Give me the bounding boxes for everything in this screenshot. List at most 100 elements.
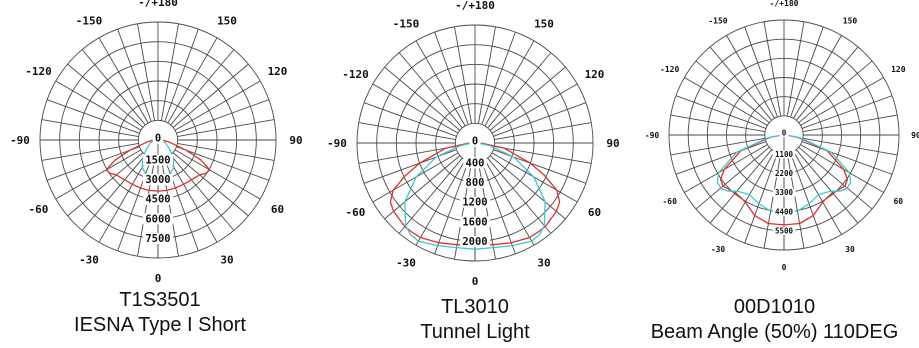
grid-spoke	[176, 99, 270, 134]
grid-spoke	[98, 156, 149, 243]
radial-label-backing	[142, 213, 174, 225]
chart-1-radial-label: 7500	[145, 233, 170, 245]
chart-2-radial-label: 400	[466, 157, 485, 169]
polar-chart-2-plot: -/+180 150 120 90 60 30 0 -30 -60 -90 -120 -150 0 400…	[327, 0, 620, 288]
grid-spoke	[493, 102, 587, 137]
polar-chart-1-plot: -/+180 150 120 90 60 30 0 -30 -60 -90 -120 -150 0 150…	[10, 0, 303, 285]
grid-spoke	[484, 40, 535, 127]
grid-spoke	[802, 114, 898, 133]
grid-spoke	[372, 83, 459, 134]
radial-label-backing	[142, 193, 174, 205]
chart-3-angle-label: -30	[711, 245, 726, 254]
chart-3-radial-label: 1100	[775, 150, 794, 159]
radial-label-backing	[142, 174, 174, 186]
grid-spoke	[494, 122, 592, 141]
chart-1-angle-label: -30	[79, 253, 99, 266]
grid-spoke	[41, 119, 139, 138]
radial-label-backing	[779, 129, 789, 138]
grid-spoke	[684, 77, 768, 126]
chart-2-radial-label: 800	[466, 177, 485, 189]
grid-spoke	[786, 21, 805, 117]
grid-spoke	[670, 114, 766, 133]
chart-2-subtitle: Tunnel Light	[420, 321, 530, 343]
grid-spoke	[477, 26, 496, 124]
radial-label-backing	[772, 150, 796, 159]
grid-spoke	[172, 152, 249, 217]
radial-label-backing	[772, 207, 796, 216]
polar-chart-3-plot: -/+180 150 120 90 60 30 0 -30 -60 -90 -120 -150 0 110…	[645, 0, 919, 272]
chart-3-angle-label: 120	[891, 65, 906, 74]
chart-1-radial-label: 4500	[145, 194, 170, 206]
chart-2-caption: TL3010 Tunnel Light	[320, 295, 630, 345]
grid-spoke	[358, 122, 456, 141]
chart-3-angle-label: 0	[782, 263, 787, 272]
grid-spoke	[170, 154, 235, 231]
grid-spoke	[81, 154, 146, 231]
grid-spoke	[398, 157, 463, 234]
grid-spoke	[177, 142, 275, 161]
chart-3-angle-label: 150	[843, 16, 858, 25]
grid-spoke	[695, 60, 770, 124]
chart-1-angle-label: -150	[76, 14, 103, 27]
chart-1-angle-label: 60	[271, 203, 284, 216]
grid-spoke	[172, 63, 249, 128]
chart-3-series-1	[719, 134, 849, 226]
chart-3-caption: 00D1010 Beam Angle (50%) 110DEG	[630, 295, 919, 345]
grid-spoke	[695, 146, 770, 210]
grid-spoke	[726, 35, 775, 119]
grid-spoke	[494, 145, 592, 164]
grid-spoke	[798, 60, 873, 124]
grid-spoke	[744, 26, 778, 118]
chart-2-radial-label: 1200	[462, 197, 487, 209]
chart-2-angle-label: 60	[588, 206, 601, 219]
radial-label-backing	[142, 233, 174, 245]
radial-label-backing	[459, 236, 491, 248]
grid-spoke	[176, 146, 270, 181]
chart-2-radial-label: 2000	[462, 236, 487, 248]
chart-1-angle-label: 120	[268, 65, 288, 78]
chart-1-series-1	[105, 139, 211, 192]
radial-label-backing	[152, 132, 164, 144]
chart-1-angle-label: 0	[155, 272, 162, 285]
chart-2-angle-label: -120	[342, 68, 369, 81]
chart-3-radial-label: 4400	[775, 207, 794, 216]
chart-1-angle-label: 90	[289, 134, 302, 147]
grid-spoke	[41, 142, 139, 161]
chart-3-subtitle: Beam Angle (50%) 110DEG	[650, 321, 899, 343]
grid-spoke	[81, 49, 146, 126]
grid-spoke	[487, 52, 552, 129]
chart-3-angle-label: -120	[660, 65, 679, 74]
chart-2-angle-label: -30	[396, 256, 416, 269]
grid-spoke	[415, 40, 466, 127]
chart-3-angle-label: -/+180	[770, 0, 799, 8]
chart-2-angle-label: -60	[346, 206, 366, 219]
chart-2-angle-label: 30	[537, 256, 550, 269]
grid-spoke	[167, 37, 218, 124]
chart-3-angle-label: 60	[893, 197, 903, 206]
grid-spoke	[46, 99, 140, 134]
chart-2-title: TL3010	[441, 296, 509, 318]
grid-spoke	[55, 149, 142, 200]
grid-spoke	[801, 95, 893, 129]
chart-1-angle-label: -90	[10, 134, 30, 147]
chart-1-subtitle: IESNA Type I Short	[74, 314, 246, 336]
chart-3-angle-label: 30	[845, 245, 855, 254]
grid-spoke	[160, 23, 179, 121]
chart-1-angle-label: -/+180	[138, 0, 178, 9]
grid-spoke	[384, 66, 461, 131]
chart-2-angle-label: -90	[327, 137, 347, 150]
radial-label-backing	[469, 135, 481, 147]
chart-3-angle-label: -90	[645, 131, 660, 140]
grid-spoke	[709, 149, 773, 224]
chart-1-angle-label: 30	[220, 253, 233, 266]
grid-spoke	[46, 146, 140, 181]
chart-3-radial-label: 3300	[775, 188, 794, 197]
chart-1-angle-label: -120	[25, 65, 52, 78]
chart-2-angle-label: -/+180	[455, 0, 495, 12]
grid-spoke	[174, 80, 261, 131]
grid-spoke	[177, 119, 275, 138]
chart-2-radial-label: 0	[472, 136, 478, 148]
chart-1-radial-label: 1500	[145, 154, 170, 166]
chart-3-title: 00D1010	[733, 296, 816, 318]
grid-spoke	[167, 156, 218, 243]
